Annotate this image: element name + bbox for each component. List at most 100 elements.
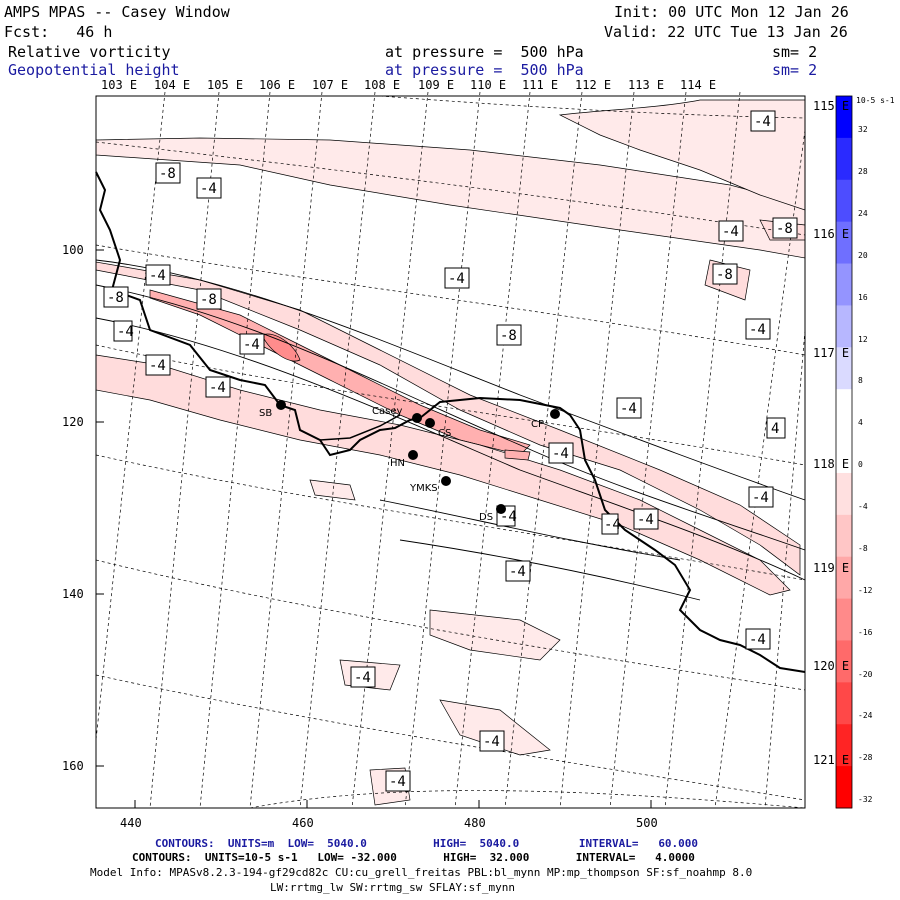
color-bar-segment [836,598,852,641]
contour-label: -4 [483,734,500,750]
contour-label: -4 [200,181,217,197]
lon-label: 110 E [470,78,507,92]
lon-label: 106 E [259,78,296,92]
station-marker [408,450,418,460]
x-tick-label: 480 [464,816,486,830]
contour-label: 4 [771,421,779,437]
contour-label: -8 [776,221,793,237]
lon-label: 121 E [813,753,850,767]
color-bar-segment [836,766,852,809]
contour-label: -8 [107,290,124,306]
y-tick-label: 160 [62,759,84,773]
x-tick-label: 440 [120,816,142,830]
color-bar-label: 12 [858,334,868,344]
color-bar-label: 20 [858,250,868,260]
color-bar-segment [836,305,852,348]
lon-label: 112 E [575,78,612,92]
field2-level: at pressure = 500 hPa [385,61,584,79]
contour-label: -4 [149,268,166,284]
color-bar-label: -32 [858,795,873,805]
contour-label: -4 [149,358,166,374]
x-tick-label: 460 [292,816,314,830]
color-bar-segment [836,347,852,390]
model-title: AMPS MPAS -- Casey Window [4,3,230,21]
color-bar-segment [836,137,852,181]
y-tick-label: 140 [62,587,84,601]
contour-label: -4 [117,324,134,340]
color-bar-label: 8 [858,376,863,386]
color-bar-label: -20 [858,669,873,679]
color-bar-label: 28 [858,167,868,176]
lon-label: 116 E [813,227,850,241]
contour-label: -4 [752,490,769,506]
lon-label: 120 E [813,659,850,673]
lon-label: 108 E [364,78,401,92]
station-marker [441,476,451,486]
footer-height-contours: CONTOURS: UNITS=m LOW= 5040.0 HIGH= 5040… [155,837,699,850]
station-label: Casey [372,406,402,417]
contour-label: -4 [637,512,654,528]
contour-label: -8 [159,166,176,182]
station-marker [425,418,435,428]
stations: SB Casey CS CP HN YMKS DS [259,400,560,523]
y-tick-label: 120 [62,415,84,429]
color-bar-label: -12 [858,585,873,595]
contour-label: -4 [389,774,406,790]
contour-label: -4 [509,564,526,580]
plot-frame [95,95,806,809]
vorticity-fill [95,99,806,806]
station-marker [550,409,560,419]
lon-label: 117 E [813,346,850,360]
color-bar-segment [836,472,852,516]
color-bar-label: 16 [858,292,868,302]
station-label: DS [479,512,493,523]
color-bar-segment [836,514,852,558]
footer-model-info: Model Info: MPASv8.2.3-194-gf29cd82c CU:… [90,866,753,879]
footer-vorticity-contours: CONTOURS: UNITS=10-5 s-1 LOW= -32.000 HI… [132,851,695,864]
lon-label: 111 E [522,78,559,92]
lon-label: 105 E [207,78,244,92]
lon-label: 109 E [418,78,455,92]
color-bar-frame [835,95,853,809]
lon-label: 113 E [628,78,665,92]
forecast-hour: Fcst: 46 h [4,23,113,41]
color-bar-segment [836,263,852,306]
contour-label: -4 [620,401,637,417]
coastline [95,171,806,673]
field1-name: Relative vorticity [8,43,171,61]
field1-level: at pressure = 500 hPa [385,43,584,61]
contour-label: -4 [604,517,621,533]
contour-label: -8 [716,267,733,283]
contour-label: -4 [354,670,371,686]
lon-label: 118 E [813,457,850,471]
station-marker [276,400,286,410]
color-bar-label: -24 [858,711,873,721]
lon-label: 107 E [312,78,349,92]
color-bar-label: -4 [858,502,868,512]
footer-physics-info: LW:rrtmg_lw SW:rrtmg_sw SFLAY:sf_mynn [270,881,516,894]
color-bar-label: 32 [858,125,868,135]
contour-label: -4 [500,509,517,525]
axis-ticks [96,249,652,808]
contour-label: -4 [754,114,771,130]
lon-label: 103 E [101,78,138,92]
station-label: CS [438,428,451,439]
field2-smoothing: sm= 2 [772,61,818,79]
color-bar-segment [836,221,852,265]
station-label: YMKS [409,483,438,494]
color-bar-label: -16 [858,627,873,637]
color-bar-unit: 10-5 s-1 [856,96,895,105]
contour-label: -4 [552,446,569,462]
contour-label: -4 [243,337,260,353]
coastline-inner [319,414,401,441]
color-bar-segment [836,179,852,223]
init-time: Init: 00 UTC Mon 12 Jan 26 [614,3,849,21]
color-bar [836,96,852,809]
station-marker [412,413,422,423]
station-marker [496,504,506,514]
color-bar-segment [836,682,852,725]
color-bar-label: -28 [858,753,873,763]
lon-label: 119 E [813,561,850,575]
color-bar-label: 0 [858,460,863,470]
